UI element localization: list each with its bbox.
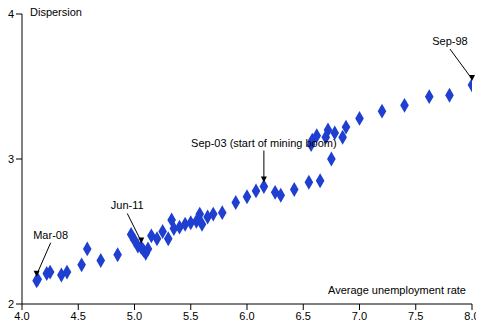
svg-text:Mar-08: Mar-08 xyxy=(33,229,68,241)
svg-text:7.5: 7.5 xyxy=(408,310,423,322)
svg-text:7.0: 7.0 xyxy=(352,310,367,322)
svg-text:2: 2 xyxy=(8,298,14,310)
html-text:Average unemployment rate: Average unemployment rate xyxy=(328,284,466,296)
svg-text:3: 3 xyxy=(8,153,14,165)
svg-text:Jun-11: Jun-11 xyxy=(111,199,144,211)
svg-text:4: 4 xyxy=(8,8,14,20)
svg-text:6.5: 6.5 xyxy=(296,310,311,322)
svg-text:4.5: 4.5 xyxy=(71,310,86,322)
svg-text:6.0: 6.0 xyxy=(239,310,254,322)
svg-text:5.0: 5.0 xyxy=(127,310,142,322)
html-text:Dispersion: Dispersion xyxy=(30,6,82,18)
svg-text:Sep-03 (start of mining boom): Sep-03 (start of mining boom) xyxy=(191,137,337,149)
svg-text:8.0: 8.0 xyxy=(464,310,476,322)
svg-text:Sep-98: Sep-98 xyxy=(432,35,467,47)
svg-text:4.0: 4.0 xyxy=(14,310,29,322)
svg-text:5.5: 5.5 xyxy=(183,310,198,322)
